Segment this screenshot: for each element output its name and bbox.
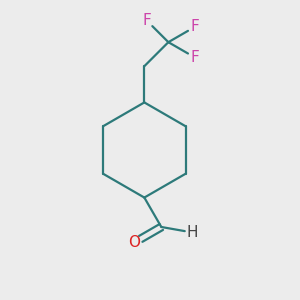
Text: F: F xyxy=(190,50,199,65)
Text: F: F xyxy=(190,20,199,34)
Text: O: O xyxy=(128,235,140,250)
Text: F: F xyxy=(142,13,151,28)
Text: H: H xyxy=(187,225,198,240)
